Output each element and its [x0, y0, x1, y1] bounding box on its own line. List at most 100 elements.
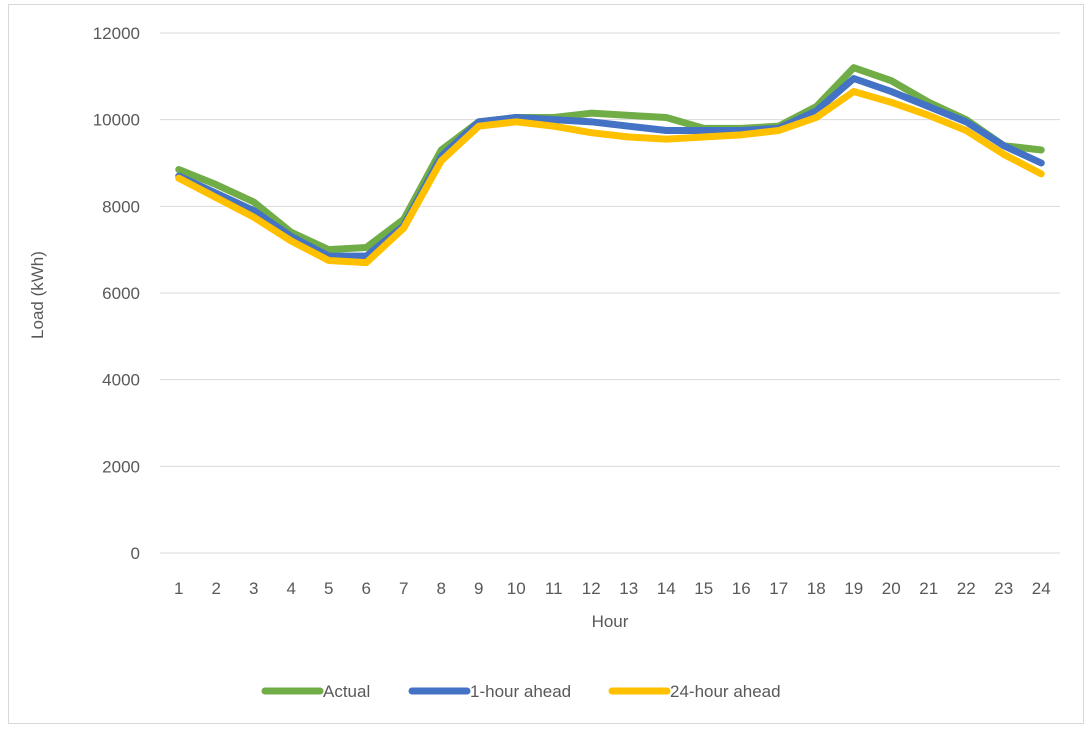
y-tick-label: 0	[131, 544, 140, 563]
y-axis-ticks: 0 2000 4000 6000 8000 10000 12000	[93, 24, 140, 563]
data-point	[403, 227, 405, 229]
data-point	[440, 160, 442, 162]
data-point	[665, 138, 667, 140]
legend-label: 1-hour ahead	[470, 682, 571, 701]
x-axis-title: Hour	[592, 612, 629, 631]
data-point	[178, 169, 180, 170]
data-point	[1040, 173, 1042, 175]
y-axis-title: Load (kWh)	[28, 251, 47, 339]
data-point	[440, 149, 442, 151]
x-tick-label: 17	[769, 579, 788, 598]
x-tick-label: 10	[507, 579, 526, 598]
data-point	[665, 117, 667, 118]
x-tick-label: 1	[174, 579, 183, 598]
legend-label: Actual	[323, 682, 370, 701]
data-point	[1040, 162, 1042, 164]
data-point	[590, 132, 592, 134]
data-point	[478, 125, 480, 127]
series-lines	[175, 64, 1045, 267]
x-tick-label: 15	[694, 579, 713, 598]
x-tick-label: 9	[474, 579, 483, 598]
legend-item: Actual	[261, 682, 370, 701]
data-point	[1003, 145, 1005, 147]
data-point	[290, 240, 292, 242]
data-point	[965, 121, 967, 123]
data-point	[328, 249, 330, 251]
data-point	[328, 255, 330, 257]
data-point	[853, 67, 855, 69]
data-point	[590, 121, 592, 123]
x-tick-label: 19	[844, 579, 863, 598]
data-point	[703, 136, 705, 138]
series-line	[175, 88, 1045, 267]
y-tick-label: 12000	[93, 24, 140, 43]
legend-item: 24-hour ahead	[608, 682, 781, 701]
y-tick-label: 6000	[102, 284, 140, 303]
data-point	[215, 184, 217, 186]
x-tick-label: 14	[657, 579, 676, 598]
data-point	[740, 134, 742, 136]
x-tick-label: 7	[399, 579, 408, 598]
data-point	[215, 197, 217, 199]
data-point	[928, 114, 930, 116]
series-line	[175, 75, 1045, 260]
data-point	[515, 121, 517, 123]
x-tick-label: 6	[362, 579, 371, 598]
x-tick-label: 22	[957, 579, 976, 598]
x-tick-label: 20	[882, 579, 901, 598]
data-point	[328, 260, 330, 261]
x-tick-label: 23	[994, 579, 1013, 598]
data-point	[553, 125, 555, 127]
legend-item: 1-hour ahead	[408, 682, 571, 701]
data-point	[553, 119, 555, 121]
data-point	[853, 91, 855, 92]
data-point	[703, 130, 705, 131]
data-point	[815, 117, 817, 118]
data-point	[628, 114, 630, 116]
x-tick-label: 4	[287, 579, 296, 598]
data-point	[890, 80, 892, 82]
data-point	[890, 91, 892, 92]
x-tick-label: 12	[582, 579, 601, 598]
series-actual	[175, 64, 1045, 254]
data-point	[815, 110, 817, 112]
data-point	[853, 78, 855, 79]
x-tick-label: 18	[807, 579, 826, 598]
series-1-hour-ahead	[175, 75, 1045, 260]
x-tick-label: 13	[619, 579, 638, 598]
data-point	[365, 247, 367, 248]
data-point	[665, 130, 667, 131]
data-point	[965, 130, 967, 131]
data-point	[628, 125, 630, 127]
x-axis-ticks: 1 2 3 4 5 6 7 8 9 10 11 12 13 14 15 16 17 18 19 20 21 22 23 24	[174, 579, 1051, 598]
y-tick-label: 4000	[102, 371, 140, 390]
data-point	[628, 136, 630, 138]
data-point	[515, 117, 517, 118]
data-point	[478, 121, 480, 123]
data-point	[590, 112, 592, 114]
legend: Actual 1-hour ahead 24-hour ahead	[261, 682, 781, 701]
series-line	[175, 64, 1045, 254]
gridlines	[160, 32, 1060, 554]
x-tick-label: 16	[732, 579, 751, 598]
data-point	[928, 106, 930, 108]
data-point	[928, 101, 930, 103]
data-point	[890, 101, 892, 103]
x-tick-label: 21	[919, 579, 938, 598]
x-tick-label: 11	[545, 579, 563, 598]
data-point	[253, 210, 255, 212]
x-tick-label: 2	[212, 579, 221, 598]
legend-label: 24-hour ahead	[670, 682, 781, 701]
y-tick-label: 2000	[102, 457, 140, 476]
x-tick-label: 3	[249, 579, 258, 598]
data-point	[215, 192, 217, 194]
series-24-hour-ahead	[175, 88, 1045, 267]
data-point	[253, 216, 255, 218]
x-tick-label: 8	[437, 579, 446, 598]
y-tick-label: 8000	[102, 197, 140, 216]
x-tick-label: 24	[1032, 579, 1051, 598]
data-point	[740, 130, 742, 131]
data-point	[365, 255, 367, 257]
data-point	[1040, 149, 1042, 151]
